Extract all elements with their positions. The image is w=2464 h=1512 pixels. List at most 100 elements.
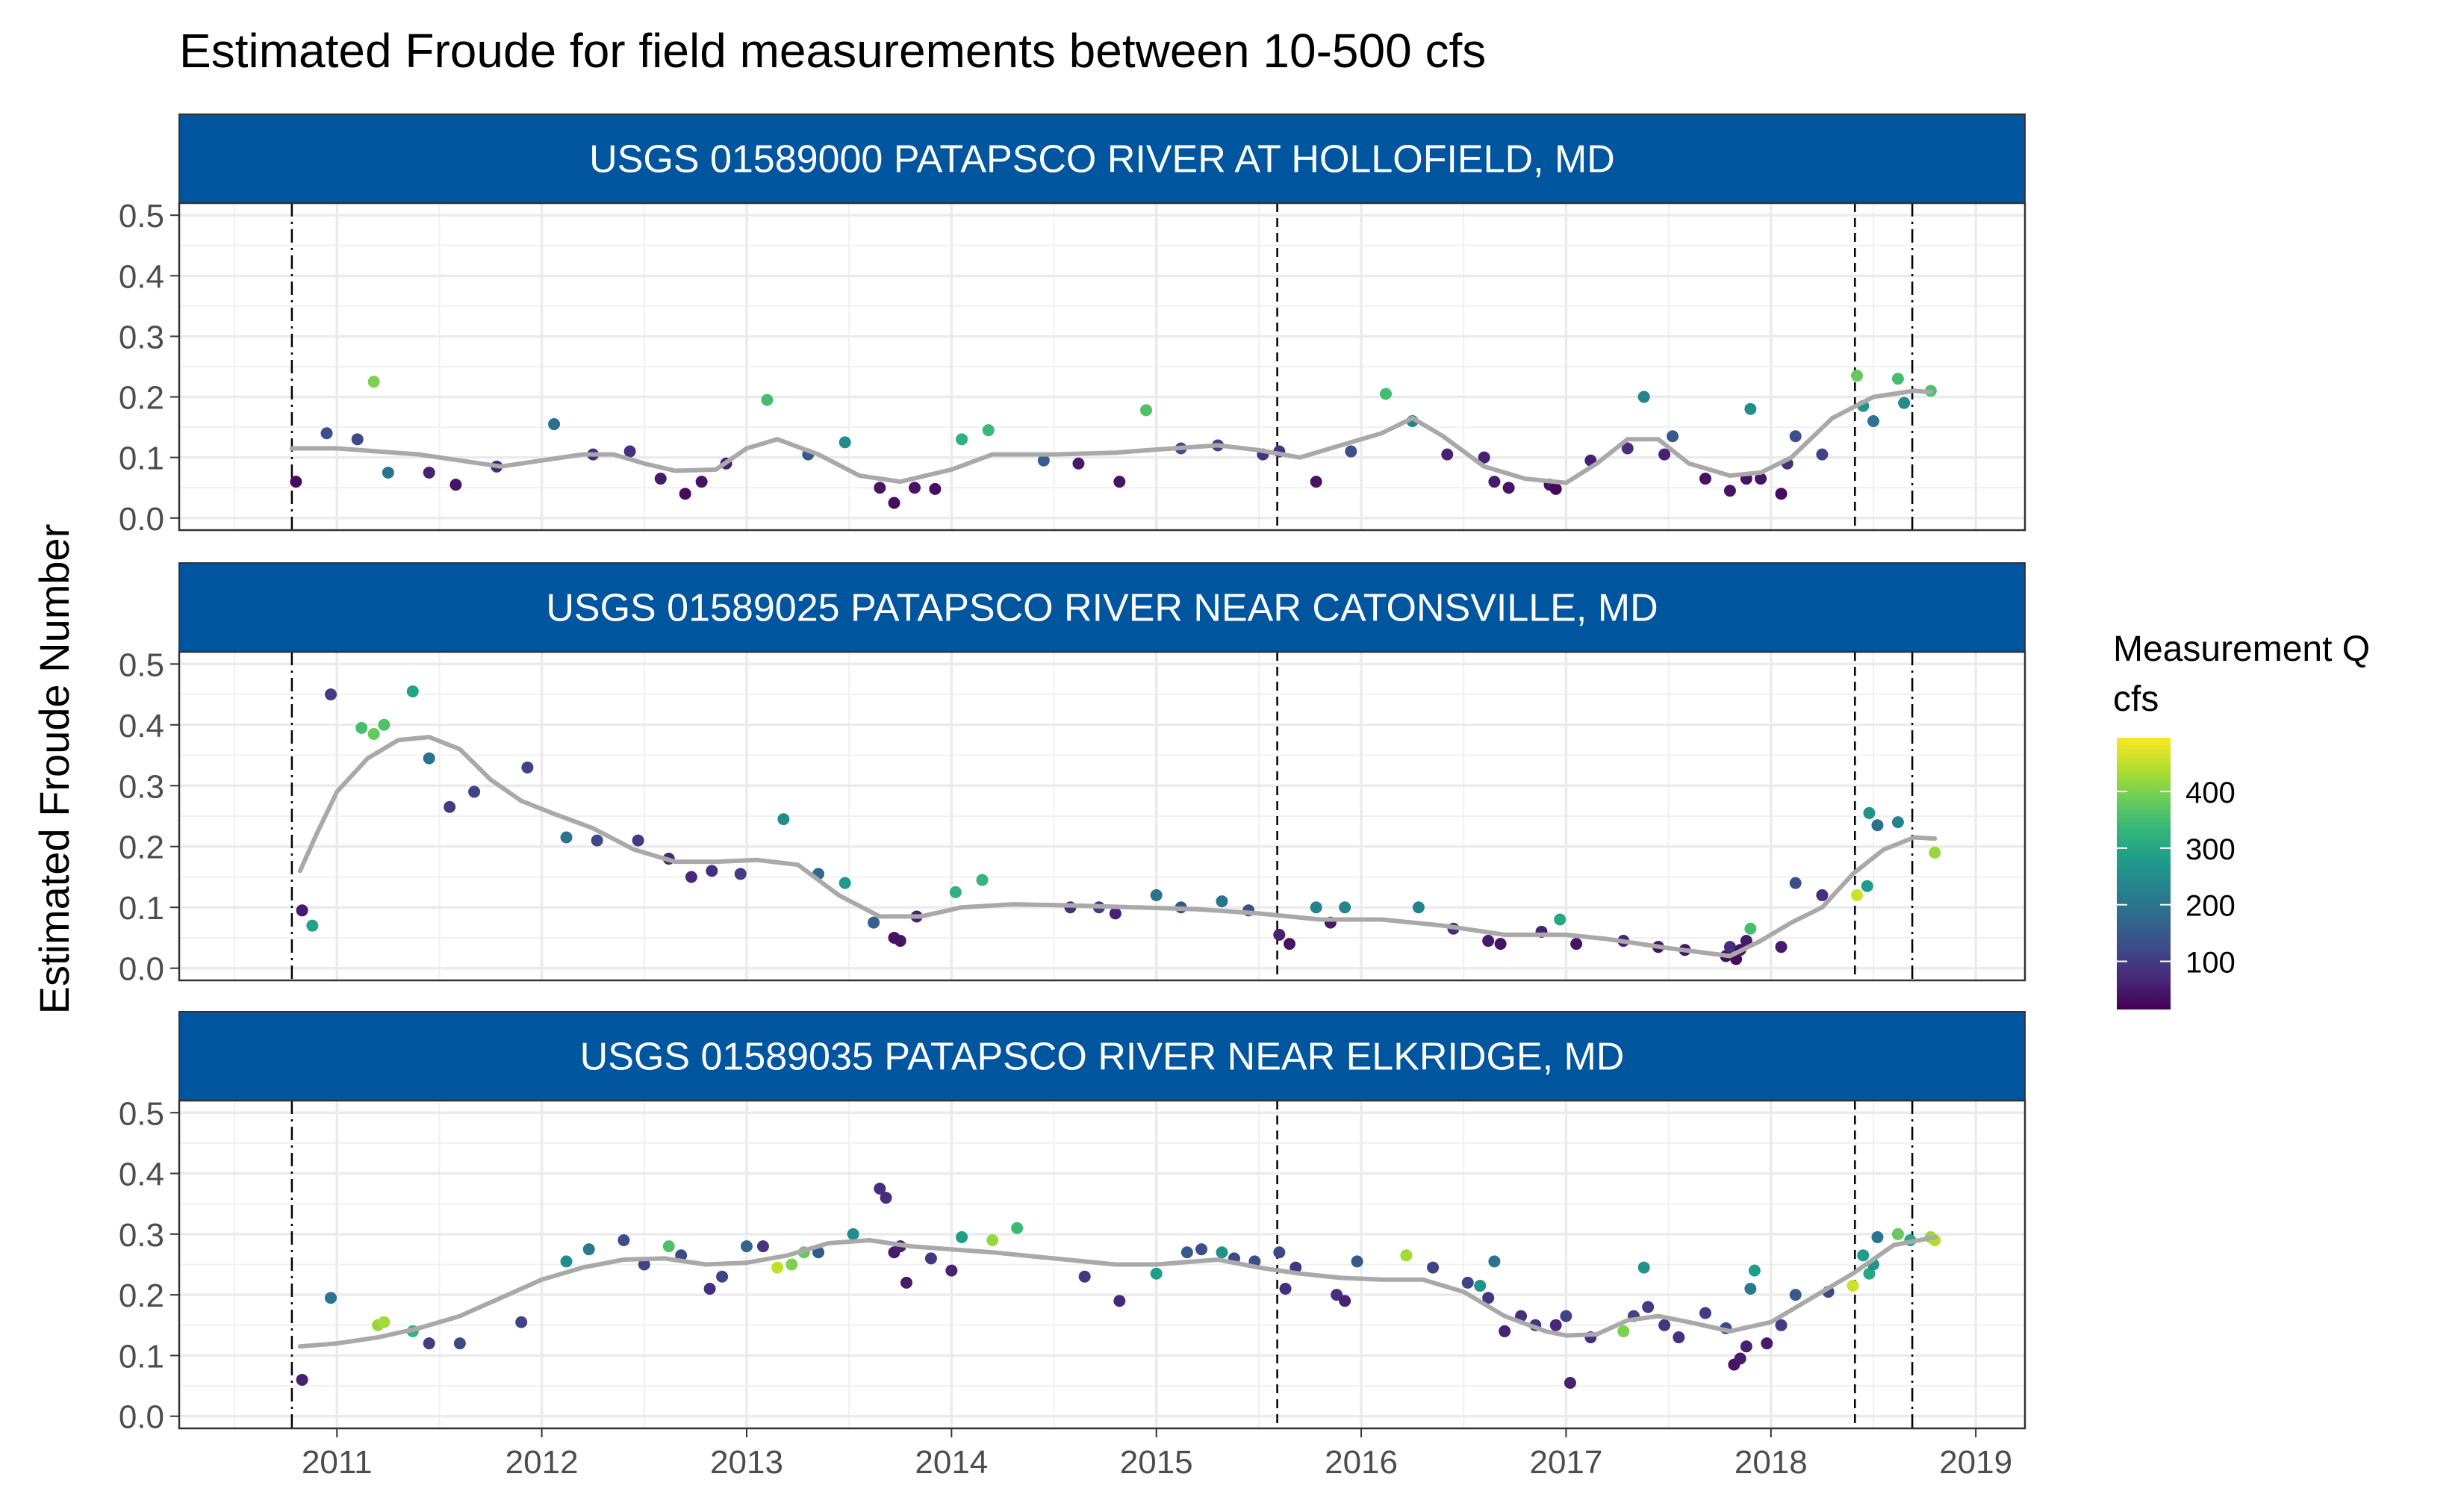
data-point [1310,901,1322,914]
data-point [1891,1228,1904,1240]
data-point [654,473,667,485]
data-point [1748,1264,1761,1277]
data-point [582,1243,595,1256]
data-point [560,1255,573,1268]
data-point [1011,1222,1024,1234]
data-point [695,476,708,488]
data-point [1761,1337,1773,1350]
y-tick-label: 0.1 [119,890,164,927]
data-point [1789,877,1802,889]
data-point [449,479,462,491]
data-point [1379,388,1392,400]
data-point [703,1283,716,1295]
strip-background [178,113,2026,204]
data-point [378,1316,391,1328]
data-point [1642,1301,1655,1313]
strip-background [178,562,2026,653]
y-tick-label: 0.1 [119,441,164,477]
strip-label: USGS 01589035 PATAPSCO RIVER NEAR ELKRID… [580,1036,1625,1079]
data-point [982,424,995,437]
data-point [1861,880,1873,892]
data-point [900,1276,912,1289]
data-point [1482,1292,1495,1304]
data-point [839,877,851,889]
data-point [1621,442,1634,455]
data-point [1891,816,1904,829]
data-point [908,482,921,494]
panel-border [178,650,2026,982]
data-point [1284,938,1296,951]
y-tick-label: 0.5 [119,198,164,234]
x-tick-label: 2016 [1325,1444,1398,1481]
data-point [325,1292,337,1304]
data-point [1740,935,1752,948]
smooth-trend-line [289,388,1933,485]
data-point [623,445,636,458]
data-point [1891,373,1904,385]
smooth-trend-line [297,735,1938,959]
data-point [1180,1246,1193,1259]
data-point [1673,1331,1685,1344]
color-legend: Measurement Q cfs 100 200 300 400 [2113,629,2370,1009]
data-point [1775,1319,1788,1331]
data-point [1851,370,1864,382]
y-tick-label: 0.5 [119,647,164,683]
data-point [1109,907,1121,920]
data-point [290,476,302,488]
data-point [444,800,456,813]
data-point [785,1258,798,1271]
data-point [1863,806,1876,819]
data-point [1412,901,1425,914]
data-point [560,831,573,844]
panel-border [178,1099,2026,1430]
data-point [296,1373,308,1386]
data-point [1554,913,1567,926]
data-point [1331,1289,1343,1301]
data-point [1441,448,1454,461]
data-point [1560,1310,1572,1322]
y-tick-label: 0.3 [119,1217,164,1254]
y-tick-label: 0.3 [119,319,164,355]
data-point [1150,1267,1163,1280]
data-point [777,813,790,826]
data-point [1072,457,1085,470]
data-point [880,1192,892,1204]
x-tick-label: 2013 [710,1444,783,1481]
data-point [1113,476,1126,488]
strip-label: USGS 01589000 PATAPSCO RIVER AT HOLLOFIE… [589,138,1615,181]
data-point [1816,889,1829,901]
data-point [1482,935,1495,948]
data-point [325,688,337,701]
x-tick-label: 2015 [1120,1444,1193,1481]
data-point [1744,922,1757,935]
data-point [1195,1243,1208,1256]
data-point [761,393,774,406]
data-point [1273,928,1286,941]
data-point [1339,901,1351,914]
legend-title-unit: cfs [2113,679,2159,719]
data-point [1502,482,1515,494]
data-point [1816,448,1829,461]
colorbar-tick-label: 400 [2185,777,2236,809]
data-point [453,1337,466,1350]
data-point [1351,1255,1363,1268]
data-point [679,488,691,500]
data-point [894,935,906,948]
data-point [1570,938,1583,951]
data-point [1871,1231,1884,1243]
data-point [638,1258,650,1271]
smooth-trend-line [297,1234,1938,1349]
data-point [1744,402,1757,415]
x-tick-label: 2014 [915,1444,988,1481]
data-point [839,436,851,449]
data-point [1400,1249,1413,1262]
data-point [1863,1267,1876,1280]
data-point [406,685,419,697]
data-point [1699,1307,1711,1319]
data-point [1658,448,1671,461]
data-point [986,1233,999,1246]
data-point [367,728,380,740]
data-point [771,1261,784,1274]
data-point [976,874,989,886]
legend-title: Measurement Q [2113,629,2370,669]
